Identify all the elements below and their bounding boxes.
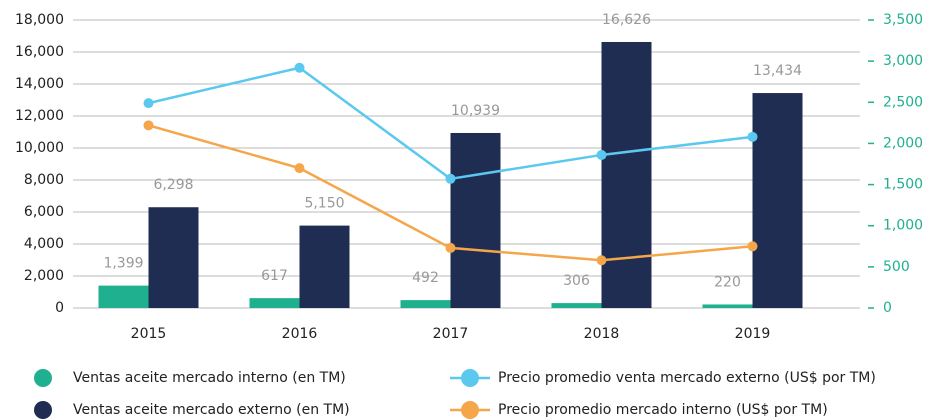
x-tick-label: 2019 — [735, 326, 771, 342]
y-tick-label: 2,000 — [24, 268, 64, 284]
value-label: 492 — [412, 270, 439, 286]
legend-marker — [34, 369, 52, 387]
line-point — [445, 242, 456, 253]
y-tick-label: 10,000 — [15, 140, 64, 156]
legend-label: Ventas aceite mercado externo (en TM) — [73, 402, 350, 418]
line-point — [294, 62, 305, 73]
legend-marker — [34, 401, 52, 419]
y-tick-label: 8,000 — [24, 172, 64, 188]
y2-tick-label: 3,500 — [883, 12, 923, 28]
bar — [752, 93, 803, 308]
value-label: 1,399 — [103, 256, 143, 272]
bar — [148, 207, 199, 308]
y2-tick-label: 3,000 — [883, 53, 923, 69]
x-tick-label: 2018 — [584, 326, 620, 342]
bar — [551, 303, 602, 308]
y-tick-label: 6,000 — [24, 204, 64, 220]
value-label: 13,434 — [753, 63, 802, 79]
y2-tick-label: 2,500 — [883, 94, 923, 110]
line-point — [596, 255, 607, 266]
legend-label: Precio promedio mercado interno (US$ por… — [498, 402, 828, 418]
x-tick-label: 2016 — [282, 326, 318, 342]
y2-tick-label: 0 — [883, 300, 892, 316]
x-tick-label: 2015 — [131, 326, 167, 342]
line-point — [294, 163, 305, 174]
bar — [601, 41, 652, 308]
y2-tick-label: 2,000 — [883, 135, 923, 151]
value-label: 6,298 — [153, 177, 193, 193]
line-point — [747, 131, 758, 142]
bar — [299, 225, 350, 308]
bar — [702, 304, 753, 308]
y2-tick-label: 1,500 — [883, 177, 923, 193]
y-tick-label: 0 — [55, 300, 64, 316]
y-tick-label: 14,000 — [15, 76, 64, 92]
bar — [98, 285, 149, 308]
y-tick-label: 12,000 — [15, 108, 64, 124]
value-label: 220 — [714, 274, 741, 290]
y-tick-label: 18,000 — [15, 12, 64, 28]
line-point — [747, 241, 758, 252]
value-label: 10,939 — [451, 103, 500, 119]
y-tick-label: 16,000 — [15, 44, 64, 60]
line-point — [143, 98, 154, 109]
line-point — [596, 149, 607, 160]
legend-marker — [461, 401, 479, 419]
value-label: 306 — [563, 273, 590, 289]
value-label: 5,150 — [304, 196, 344, 212]
legend-label: Ventas aceite mercado interno (en TM) — [73, 370, 346, 386]
y-tick-label: 4,000 — [24, 236, 64, 252]
legend-label: Precio promedio venta mercado externo (U… — [498, 370, 876, 386]
bar — [450, 132, 501, 308]
y2-tick-label: 500 — [883, 259, 910, 275]
line-point — [143, 120, 154, 131]
y2-tick-label: 1,000 — [883, 218, 923, 234]
line-point — [445, 173, 456, 184]
legend-marker — [461, 369, 479, 387]
x-tick-label: 2017 — [433, 326, 469, 342]
value-label: 16,626 — [602, 12, 651, 28]
bar — [400, 300, 451, 308]
bar — [249, 298, 300, 308]
value-label: 617 — [261, 268, 288, 284]
